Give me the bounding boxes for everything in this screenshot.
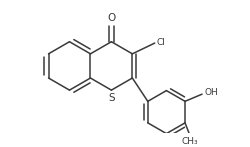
Text: CH₃: CH₃ [180, 137, 197, 146]
Text: O: O [107, 13, 115, 23]
Text: Cl: Cl [156, 38, 165, 47]
Text: OH: OH [204, 88, 218, 97]
Text: S: S [108, 93, 114, 103]
